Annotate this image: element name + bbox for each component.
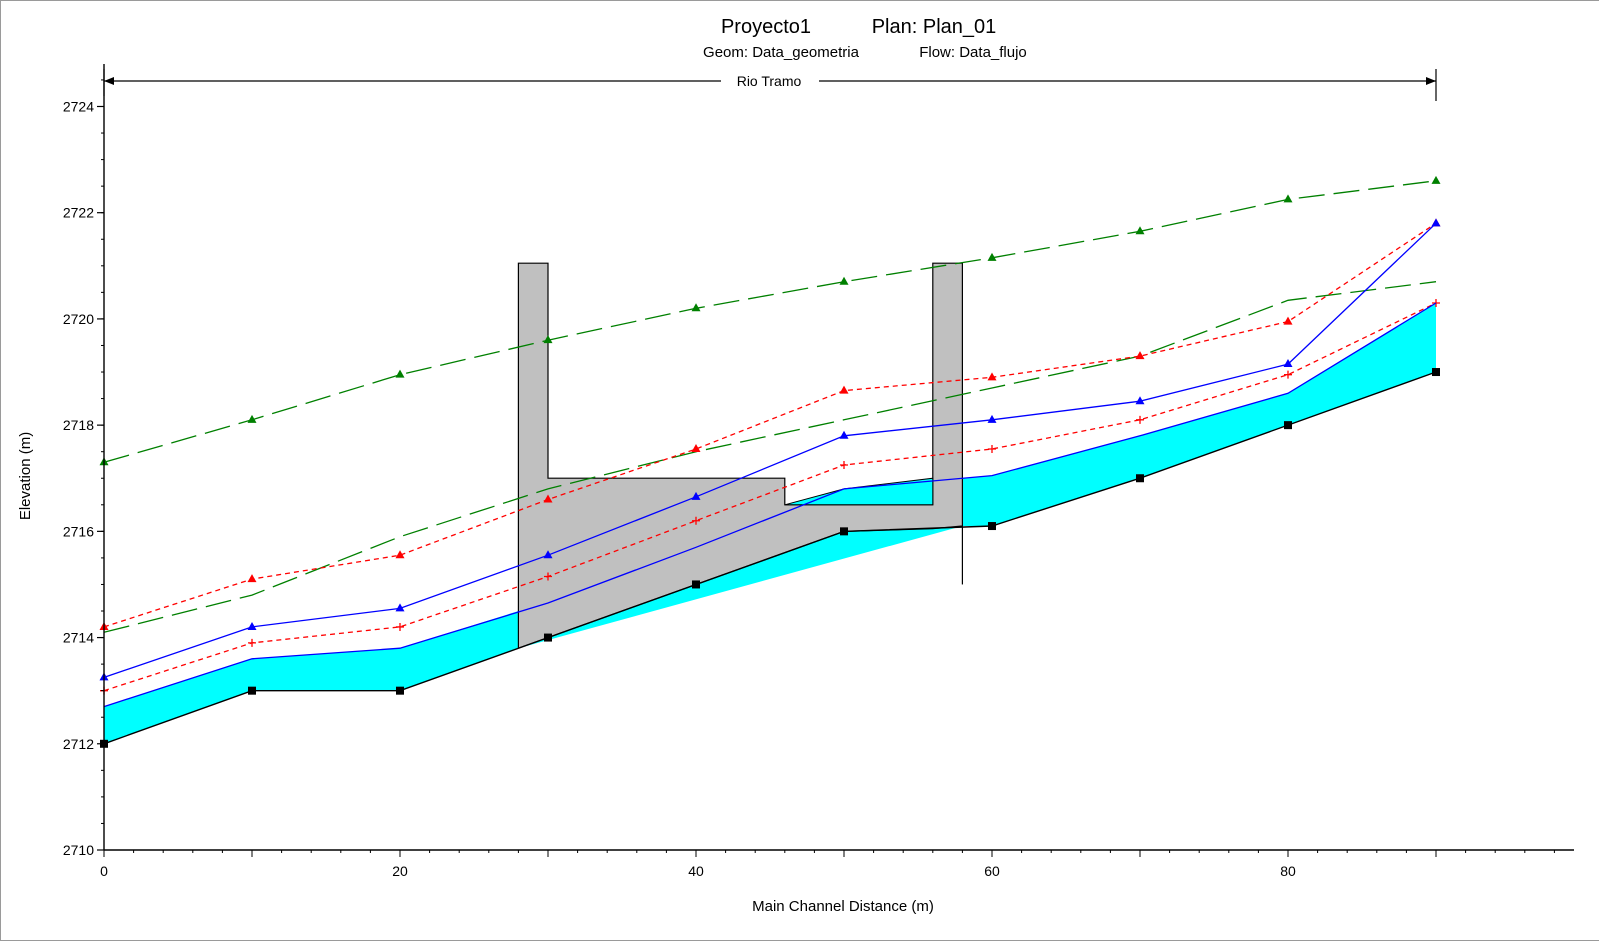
y-tick-label: 2716 (63, 523, 94, 539)
crit-upper-point (1135, 351, 1145, 360)
crit-lower-point (248, 638, 256, 647)
crit-lower-point (1136, 415, 1144, 424)
egl-upper-point (1431, 175, 1441, 184)
ground-point (988, 522, 996, 531)
egl-upper-point (1135, 226, 1145, 235)
reach-arrow-right (1426, 77, 1436, 85)
crit-lower-line (103, 302, 1437, 692)
wse-upper-point (1283, 359, 1293, 368)
egl-upper-point (395, 369, 405, 378)
chart-subtitle-geom: Geom: Data_geometria (703, 44, 860, 61)
crit-lower-point (840, 460, 848, 469)
egl-upper-point (1283, 194, 1293, 203)
y-tick-label: 2712 (63, 736, 94, 752)
x-tick-label: 0 (100, 863, 108, 879)
y-tick-label: 2718 (63, 417, 94, 433)
ground-line (103, 371, 1437, 745)
wse-upper-point (395, 603, 405, 612)
ground-point (396, 686, 404, 695)
wse-upper-point (987, 414, 997, 423)
crit-upper-point (543, 494, 553, 503)
crit-upper-point (839, 385, 849, 394)
crit-lower-point (1432, 298, 1440, 307)
axes-layer: 2710 2712 2714 2716 2718 2720 2722 2724 0 20 40 60 8… (63, 64, 1574, 879)
ground-point (544, 633, 552, 642)
crit-lower-point (1284, 370, 1292, 379)
crit-lower-point (544, 572, 552, 581)
ground-point (248, 686, 256, 695)
ground-point (1284, 421, 1292, 430)
crit-upper-line (103, 222, 1437, 628)
egl-upper-line (103, 180, 1437, 463)
x-tick-label: 60 (984, 863, 1000, 879)
chart-title-project: Proyecto1 (721, 16, 811, 38)
x-tick-label: 20 (392, 863, 408, 879)
y-tick-label: 2714 (63, 630, 94, 646)
wse-upper-point (1135, 396, 1145, 405)
chart-title-plan: Plan: Plan_01 (872, 16, 997, 38)
crit-upper-point (691, 444, 701, 453)
x-tick-label: 40 (688, 863, 704, 879)
chart-subtitle-flow: Flow: Data_flujo (919, 44, 1027, 61)
egl-upper-point (839, 276, 849, 285)
egl-upper-point (247, 414, 257, 423)
crit-upper-point (987, 372, 997, 381)
crit-upper-point (1283, 316, 1293, 325)
ground-point (1136, 474, 1144, 483)
reach-label: Rio Tramo (737, 73, 802, 89)
y-tick-label: 2722 (63, 205, 94, 221)
egl-lower-line (103, 281, 1437, 633)
ground-point (692, 580, 700, 589)
wse-upper-point (691, 491, 701, 500)
crit-upper-point (395, 550, 405, 559)
egl-upper-point (691, 303, 701, 312)
egl-upper-point (543, 335, 553, 344)
reach-arrow-left (104, 77, 114, 85)
crit-upper-point (247, 574, 257, 583)
ground-point (840, 527, 848, 536)
wse-upper-line (103, 222, 1437, 679)
structure-layer (517, 262, 964, 650)
wse-upper-point (839, 430, 849, 439)
wse-upper-point (543, 550, 553, 559)
y-tick-label: 2724 (63, 98, 94, 114)
crit-lower-point (988, 445, 996, 454)
y-tick-label: 2710 (63, 842, 94, 858)
x-tick-label: 80 (1280, 863, 1296, 879)
crit-lower-point (396, 622, 404, 631)
wse-upper-point (1431, 218, 1441, 227)
x-axis-label: Main Channel Distance (m) (752, 898, 934, 915)
egl-upper-point (987, 252, 997, 261)
ground-point (1432, 368, 1440, 377)
y-tick-label: 2720 (63, 311, 94, 327)
crit-lower-point (692, 516, 700, 525)
wse-lower-line (103, 302, 1437, 708)
reach-annotation: Rio Tramo (103, 69, 1437, 101)
series-layer (99, 175, 1441, 708)
wse-upper-point (247, 621, 257, 630)
structure-block (517, 262, 964, 650)
y-axis-label: Elevation (m) (17, 432, 34, 520)
structure-water-fill (784, 477, 934, 506)
